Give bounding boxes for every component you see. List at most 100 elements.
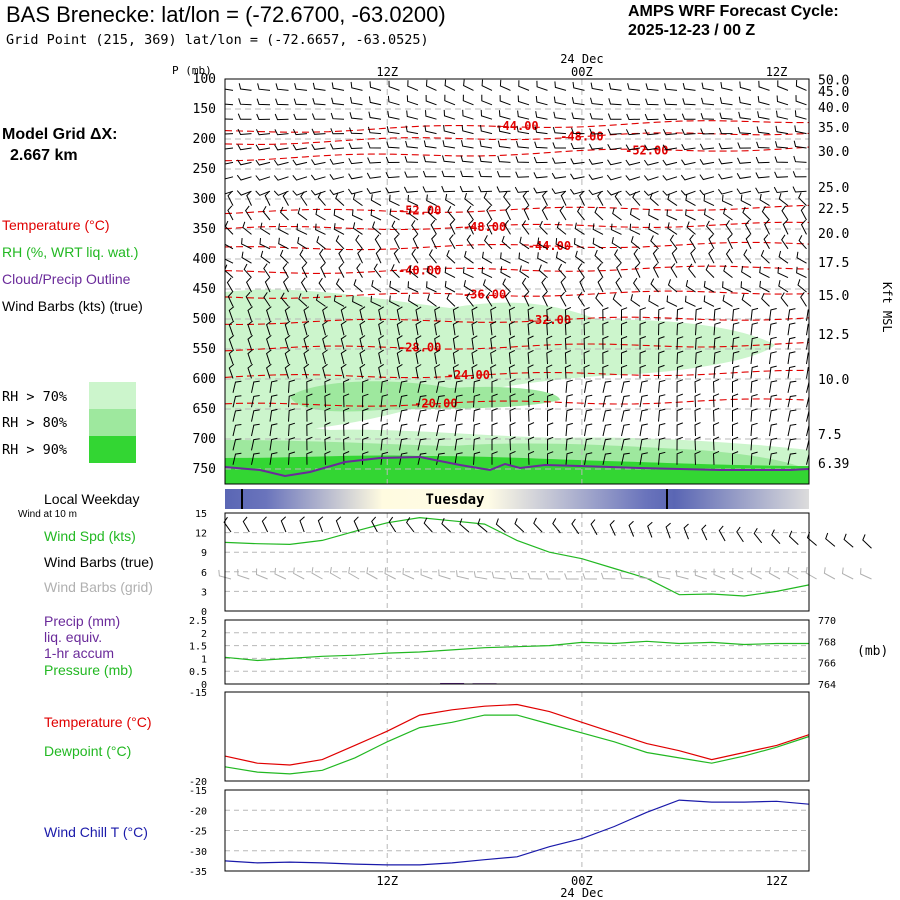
wind-barb xyxy=(445,193,456,207)
wind-barb xyxy=(776,110,789,120)
wind-barb xyxy=(565,422,573,437)
wind-barb xyxy=(387,111,400,120)
wind-barb xyxy=(292,174,308,181)
wind-barb xyxy=(434,320,441,336)
wind-barb xyxy=(388,80,400,91)
wind-barb xyxy=(264,190,271,206)
wind-barb xyxy=(699,158,715,165)
wind-barb xyxy=(722,67,733,76)
wind-barb xyxy=(301,262,308,278)
wind-barb xyxy=(389,194,400,207)
wind-barb xyxy=(769,365,777,379)
wind-barb xyxy=(750,408,758,422)
wind-barb xyxy=(277,68,289,76)
wind-barb xyxy=(639,364,646,379)
wind-barb xyxy=(404,156,419,163)
legend-rh80-swatch xyxy=(89,409,136,436)
pressure-tick-label: 350 xyxy=(193,222,216,237)
axis-text: 1001502002503003504004505005506006507007… xyxy=(172,52,894,900)
wind-barb xyxy=(340,306,347,321)
wind-barb-true xyxy=(299,516,305,533)
wind-barb xyxy=(664,83,678,91)
wind-barb xyxy=(306,451,313,465)
wind-barb xyxy=(232,409,242,422)
wind-barb xyxy=(228,363,235,379)
wind-barb xyxy=(375,248,382,264)
pressure-tick-label: 100 xyxy=(193,72,216,87)
panel-frame xyxy=(224,512,810,612)
wind-barb xyxy=(452,364,459,379)
wind-barb xyxy=(444,79,456,91)
wind-barb xyxy=(297,207,308,221)
wind-barb xyxy=(516,140,530,149)
wind-barb xyxy=(247,335,253,350)
wind-barb-grid xyxy=(582,573,598,580)
wind-barb xyxy=(694,422,701,437)
wind-barb-true xyxy=(261,516,269,533)
wind-barb xyxy=(541,191,548,206)
panel-tick-label: -15 xyxy=(189,786,207,797)
temperature-contour xyxy=(225,369,809,379)
wind-barb xyxy=(293,98,308,106)
wind-barb xyxy=(722,281,733,293)
wind-barb xyxy=(509,422,516,437)
wind-barb xyxy=(769,409,778,422)
legend-rh90: RH > 90% xyxy=(2,442,68,458)
wind-barb xyxy=(459,185,474,193)
wind-barb xyxy=(522,191,530,206)
wind-barb-true xyxy=(788,530,799,545)
wind-barb xyxy=(792,171,807,178)
wind-barb xyxy=(275,98,289,106)
wind-barb xyxy=(292,190,308,196)
wind-barb xyxy=(769,394,778,408)
wind-barb xyxy=(515,171,530,178)
wind-barb xyxy=(547,393,554,408)
wind-barb xyxy=(649,192,659,206)
wind-barb xyxy=(750,422,758,437)
wind-barb xyxy=(670,263,678,278)
wind-barb xyxy=(541,277,548,293)
wind-barb xyxy=(324,393,331,408)
wind-barb xyxy=(454,423,463,437)
wind-barb xyxy=(478,170,493,178)
wind-barb-grid xyxy=(329,567,342,580)
wind-barb xyxy=(662,159,678,166)
wind-barb xyxy=(721,194,733,207)
wind-barb xyxy=(695,307,703,321)
wind-barb xyxy=(671,248,678,264)
wind-barb xyxy=(228,335,235,350)
wind-barb xyxy=(750,394,758,408)
wind-barb xyxy=(496,186,511,193)
wind-barb xyxy=(774,171,789,178)
wind-barb xyxy=(380,408,389,422)
wind-barb xyxy=(589,128,604,135)
wind-barb xyxy=(359,306,366,321)
wind-barb xyxy=(436,380,445,393)
wind-barb xyxy=(571,127,585,135)
wind-barb xyxy=(349,127,363,135)
wind-barb xyxy=(644,129,659,136)
wind-barb xyxy=(712,378,720,393)
wind-barb xyxy=(426,265,437,279)
wind-barb xyxy=(740,281,752,293)
wind-barb xyxy=(708,234,715,250)
wind-barb xyxy=(247,363,253,379)
wind-barb xyxy=(644,144,659,151)
wind-barb xyxy=(736,188,752,195)
wind-barbs-true-label: Wind Barbs (true) xyxy=(44,554,154,570)
wind-barb xyxy=(362,422,369,437)
wind-barb xyxy=(340,320,347,336)
wind-barb xyxy=(527,450,535,465)
wind-barb xyxy=(449,219,456,235)
wind-barb xyxy=(251,438,260,451)
wind-barb xyxy=(680,190,696,196)
wind-barb xyxy=(247,349,253,365)
wind-barb xyxy=(685,194,696,207)
wind-barb xyxy=(264,277,271,293)
wind-barb xyxy=(269,423,278,437)
wind-barb xyxy=(732,451,739,465)
wind-barb xyxy=(386,141,400,149)
wind-barb-true xyxy=(590,519,598,535)
wind-barb xyxy=(486,219,493,235)
wind-barb xyxy=(311,143,326,150)
